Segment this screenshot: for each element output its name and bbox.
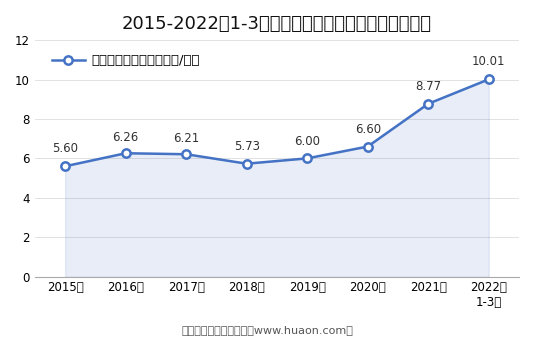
Text: 6.26: 6.26 — [113, 131, 139, 144]
豆油期货成交均价（万元/手） — [304, 156, 310, 161]
豆油期货成交均价（万元/手） — [485, 77, 492, 81]
Text: 制图：华经产业研究院（www.huaon.com）: 制图：华经产业研究院（www.huaon.com） — [181, 324, 353, 335]
Line: 豆油期货成交均价（万元/手）: 豆油期货成交均价（万元/手） — [61, 75, 493, 170]
Text: 8.77: 8.77 — [415, 80, 441, 93]
Text: 5.73: 5.73 — [234, 140, 260, 153]
Text: 6.00: 6.00 — [294, 135, 320, 147]
豆油期货成交均价（万元/手） — [425, 102, 431, 106]
Text: 5.60: 5.60 — [52, 142, 78, 155]
豆油期货成交均价（万元/手） — [183, 152, 190, 156]
豆油期货成交均价（万元/手） — [244, 162, 250, 166]
Title: 2015-2022年1-3月大连商品交易所豆油期货成交均价: 2015-2022年1-3月大连商品交易所豆油期货成交均价 — [122, 15, 432, 33]
豆油期货成交均价（万元/手） — [365, 145, 371, 149]
豆油期货成交均价（万元/手） — [122, 151, 129, 155]
Text: 6.21: 6.21 — [173, 132, 199, 145]
豆油期货成交均价（万元/手） — [62, 164, 68, 168]
Text: 6.60: 6.60 — [355, 123, 381, 136]
Legend: 豆油期货成交均价（万元/手）: 豆油期货成交均价（万元/手） — [46, 49, 205, 73]
Text: 10.01: 10.01 — [472, 55, 506, 69]
